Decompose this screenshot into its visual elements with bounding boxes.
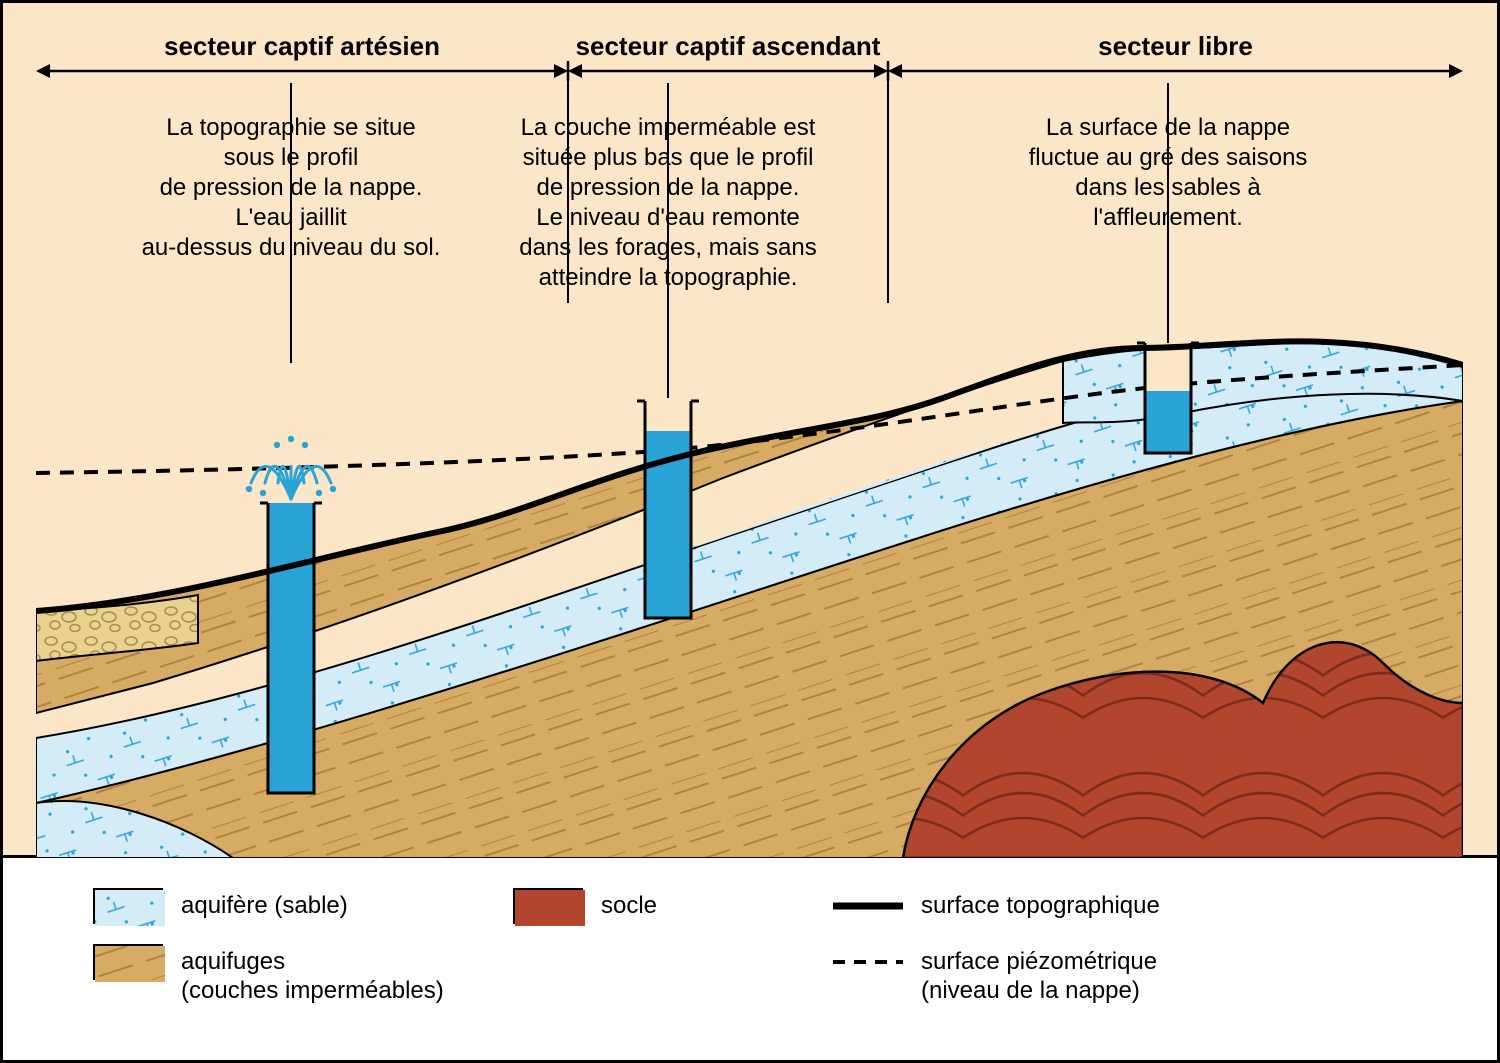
legend-topo: surface topographique bbox=[833, 888, 1437, 924]
legend-panel: aquifère (sable) socle surface topograph… bbox=[3, 858, 1497, 1060]
legend-socle-label: socle bbox=[601, 888, 657, 921]
legend-piezo-label: surface piézométrique (niveau de la napp… bbox=[921, 944, 1157, 1006]
well-ascendant bbox=[637, 401, 699, 618]
sector-desc-ascendant: La couche imperméable est située plus ba… bbox=[519, 113, 816, 293]
well-libre bbox=[1137, 343, 1199, 453]
legend-aquifer: aquifère (sable) bbox=[93, 888, 473, 924]
diagram-panel: secteur captif artésien La topographie se… bbox=[3, 3, 1497, 858]
legend-aquifuge-label: aquifuges (couches imperméables) bbox=[181, 944, 444, 1006]
legend-piezo: surface piézométrique (niveau de la napp… bbox=[833, 944, 1437, 1006]
fountain-icon bbox=[246, 436, 336, 499]
legend-aquifer-label: aquifère (sable) bbox=[181, 888, 348, 921]
sector-title-artesien: secteur captif artésien bbox=[164, 31, 440, 62]
legend-socle: socle bbox=[513, 888, 793, 924]
legend-aquifuge: aquifuges (couches imperméables) bbox=[93, 944, 473, 1006]
sector-title-libre: secteur libre bbox=[1098, 31, 1253, 62]
legend-topo-label: surface topographique bbox=[921, 888, 1160, 921]
sector-title-ascendant: secteur captif ascendant bbox=[576, 31, 881, 62]
sector-desc-libre: La surface de la nappe fluctue au gré de… bbox=[1029, 113, 1308, 233]
sector-desc-artesien: La topographie se situe sous le profil d… bbox=[142, 113, 441, 263]
